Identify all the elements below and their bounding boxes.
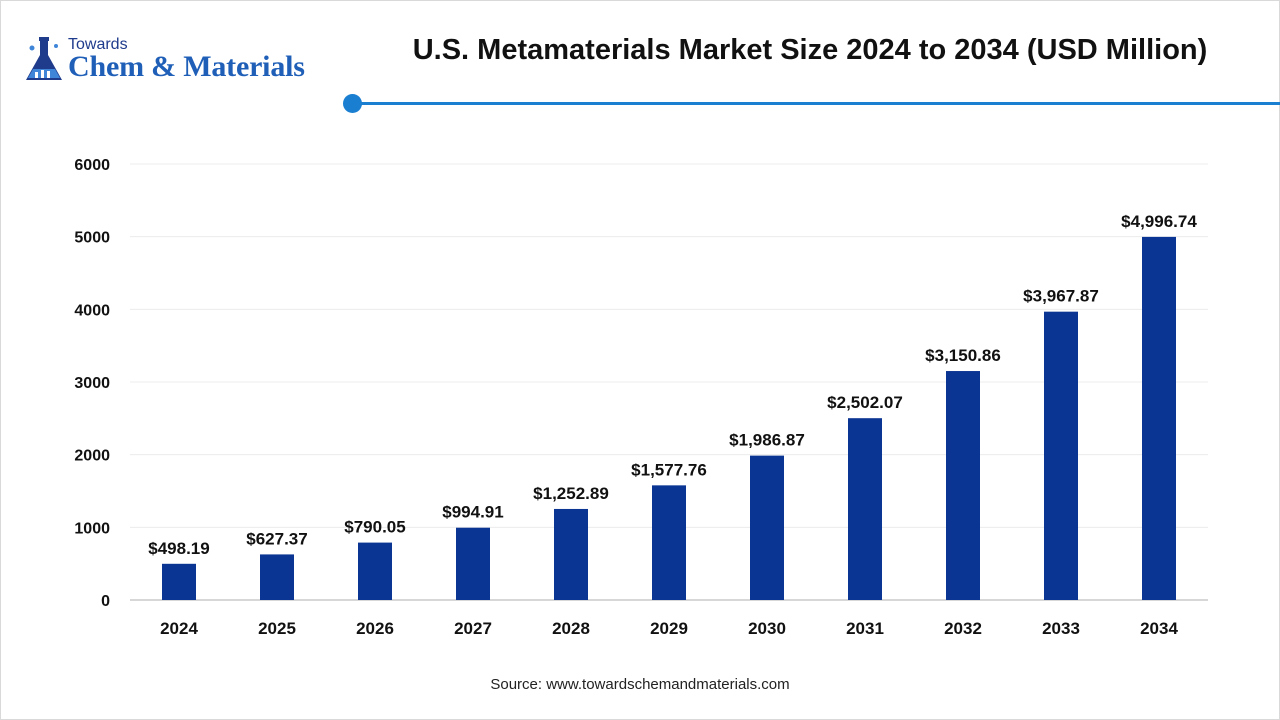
y-tick-label: 6000 <box>74 157 110 174</box>
bar <box>1044 311 1078 600</box>
x-tick-label: 2024 <box>160 619 198 638</box>
brand-name: Chem & Materials <box>68 50 305 83</box>
data-label: $1,252.89 <box>533 484 609 503</box>
y-tick-label: 1000 <box>74 520 110 537</box>
chart-title: U.S. Metamaterials Market Size 2024 to 2… <box>412 34 1208 66</box>
data-label: $1,577.76 <box>631 460 707 479</box>
brand-small-text: Towards <box>68 36 128 53</box>
data-label: $3,150.86 <box>925 346 1001 365</box>
bar <box>1142 236 1176 600</box>
source-note: Source: www.towardschemandmaterials.com <box>490 676 790 693</box>
data-label: $994.91 <box>442 503 503 522</box>
data-label: $498.19 <box>148 539 209 558</box>
x-tick-label: 2030 <box>748 619 786 638</box>
x-tick-label: 2032 <box>944 619 982 638</box>
x-tick-label: 2029 <box>650 619 688 638</box>
x-tick-label: 2033 <box>1042 619 1080 638</box>
x-tick-label: 2026 <box>356 619 394 638</box>
bar <box>848 418 882 600</box>
bar <box>946 371 980 600</box>
x-tick-label: 2034 <box>1140 619 1178 638</box>
brand-logo: Towards Chem & Materials <box>22 34 342 90</box>
title-underline <box>352 102 1280 105</box>
bar <box>652 485 686 600</box>
x-tick-label: 2028 <box>552 619 590 638</box>
x-tick-label: 2027 <box>454 619 492 638</box>
data-label: $627.37 <box>246 529 307 548</box>
y-tick-label: 4000 <box>74 302 110 319</box>
y-tick-label: 0 <box>101 593 110 610</box>
data-label: $790.05 <box>344 518 405 537</box>
y-tick-label: 5000 <box>74 230 110 247</box>
bar <box>358 542 392 600</box>
data-label: $4,996.74 <box>1121 212 1197 231</box>
data-label: $3,967.87 <box>1023 287 1099 306</box>
data-label: $1,986.87 <box>729 431 805 450</box>
y-tick-label: 3000 <box>74 375 110 392</box>
bar <box>750 455 784 600</box>
x-tick-label: 2031 <box>846 619 884 638</box>
bar <box>554 508 588 600</box>
bar <box>162 563 196 600</box>
bar <box>456 527 490 600</box>
data-label: $2,502.07 <box>827 393 903 412</box>
bar <box>260 554 294 600</box>
title-underline-dot <box>343 94 362 113</box>
x-tick-label: 2025 <box>258 619 296 638</box>
flask-icon <box>26 37 62 80</box>
y-tick-label: 2000 <box>74 448 110 465</box>
